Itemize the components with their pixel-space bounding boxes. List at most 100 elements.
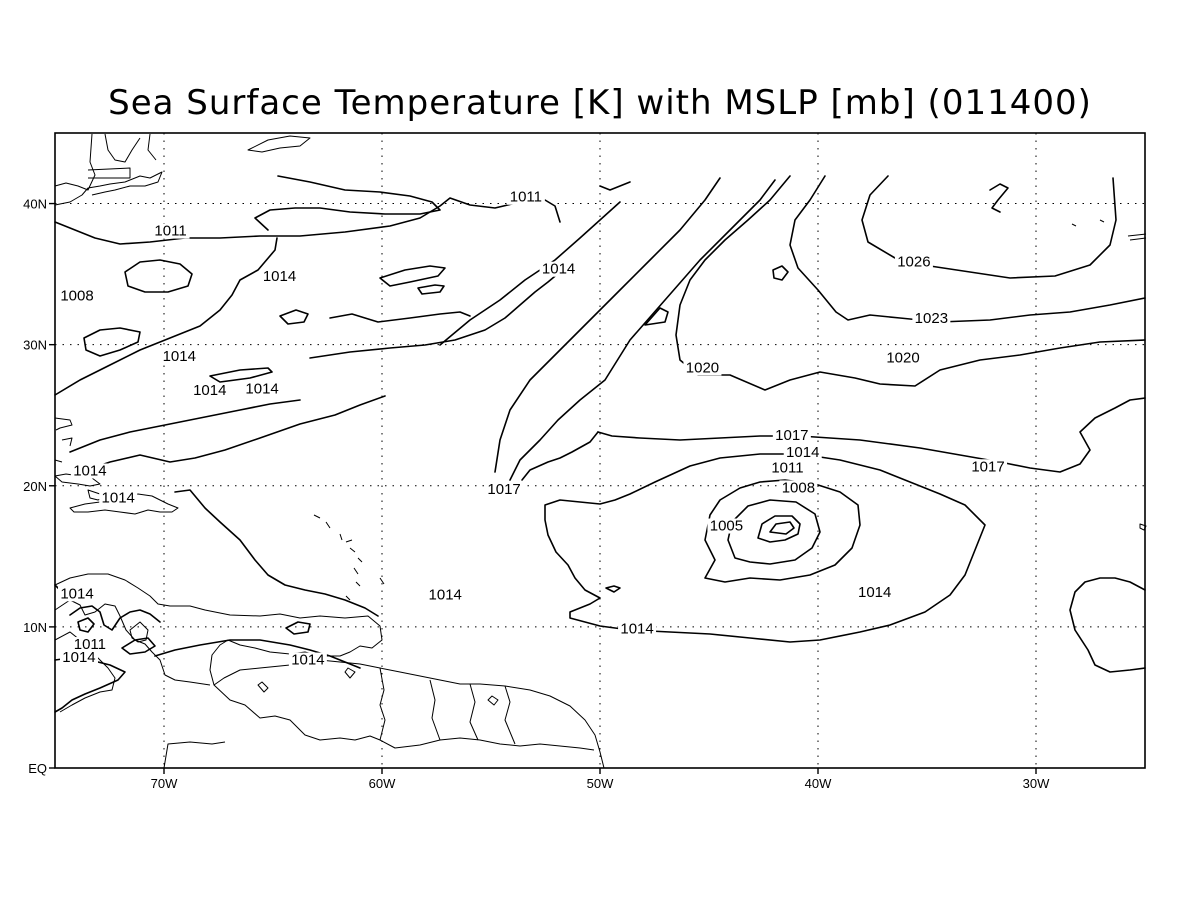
map-title: Sea Surface Temperature [K] with MSLP [m… [108, 83, 1092, 123]
contour-label-bg [243, 381, 282, 397]
y-tick-label: 10N [23, 620, 47, 635]
contour-label-text: 1014 [245, 381, 278, 398]
x-tick-label: 40W [805, 776, 832, 791]
contour-label: 1014 [160, 348, 199, 365]
x-axis-ticks: 70W 60W 50W 40W 30W [151, 768, 1050, 791]
contour-label: 1017 [485, 481, 524, 498]
contour-label-bg [288, 652, 327, 668]
contour-label-text: 1014 [73, 462, 106, 479]
contour-label: 1014 [58, 585, 96, 602]
contour-label-bg [59, 649, 98, 665]
contour-label-bg [683, 360, 722, 376]
contour-label: 1011 [151, 223, 190, 240]
contour-label-bg [70, 463, 109, 479]
contour-label-text: 1008 [60, 288, 93, 305]
x-tick-label: 70W [151, 776, 178, 791]
contour-label-bg [772, 428, 811, 444]
contour-label-text: 1014 [291, 652, 324, 669]
contour-label: 1014 [618, 621, 657, 638]
y-tick-label: 30N [23, 338, 47, 353]
contour-label: 1014 [426, 587, 465, 604]
contour-label-text: 1020 [886, 350, 919, 367]
plot-area: 1011 1011 1008 1014 1014 1026 1023 1014 1020 1020… [54, 132, 1147, 769]
contour-label: 1005 [707, 518, 746, 535]
contour-label-text: 1014 [429, 587, 462, 604]
contour-label-bg [426, 587, 465, 603]
contour-label: 1014 [190, 382, 229, 399]
contour-label-bg [190, 383, 229, 399]
map-frame [54, 132, 1146, 769]
contour-label-text: 1011 [771, 460, 803, 477]
contour-label-bg [912, 311, 951, 327]
contour-label-bg [506, 189, 545, 205]
y-tick-label: EQ [28, 761, 47, 776]
contour-label-bg [99, 490, 138, 506]
contour-label-text: 1014 [102, 489, 135, 506]
contour-label: 1014 [59, 649, 98, 666]
contour-label: 1017 [969, 458, 1008, 475]
contour-label-bg [70, 637, 109, 653]
contour-label: 1014 [243, 381, 282, 398]
contour-label-text: 1014 [62, 649, 95, 666]
contour-label-bg [884, 350, 923, 366]
mslp-contours [54, 175, 1146, 713]
contour-labels: 1011 1011 1008 1014 1014 1026 1023 1014 1020 1020… [58, 189, 1008, 669]
contour-label-text: 1017 [487, 481, 520, 498]
contour-label-bg [151, 223, 190, 239]
contour-label-text: 1014 [193, 382, 226, 399]
contour-label-bg [58, 586, 96, 602]
contour-label-text: 1014 [60, 585, 93, 602]
contour-label: 1014 [70, 462, 109, 479]
contour-label-text: 1014 [263, 268, 296, 285]
contour-label-text: 1014 [542, 261, 575, 278]
contour-label-bg [58, 288, 96, 304]
contour-label-text: 1011 [154, 223, 186, 240]
x-tick-label: 50W [587, 776, 614, 791]
contour-label-bg [618, 621, 657, 637]
contour-label-text: 1014 [620, 621, 653, 638]
contour-label-text: 1014 [858, 584, 891, 601]
contour-label-text: 1014 [163, 348, 196, 365]
contour-label-bg [768, 460, 807, 476]
contour-label-text: 1023 [915, 310, 948, 327]
contour-label-bg [894, 254, 933, 270]
contour-label-text: 1011 [74, 636, 106, 653]
contour-label: 1014 [288, 652, 327, 669]
contour-label-text: 1014 [786, 444, 819, 461]
contour-label-bg [485, 481, 524, 497]
contour-label: 1017 [772, 427, 811, 444]
contour-label-bg [539, 261, 578, 277]
contour-label-text: 1008 [782, 479, 815, 496]
contour-label-text: 1005 [710, 518, 743, 535]
y-tick-label: 20N [23, 479, 47, 494]
contour-label-text: 1026 [897, 254, 930, 271]
contour-label: 1011 [506, 189, 545, 206]
contour-label: 1008 [58, 288, 96, 305]
contour-label: 1014 [99, 489, 138, 506]
contour-label: 1026 [894, 254, 933, 271]
y-tick-label: 40N [23, 197, 47, 212]
contour-label: 1011 [768, 460, 807, 477]
contour-label: 1020 [884, 350, 923, 367]
contour-label: 1011 [70, 636, 109, 653]
contour-label-text: 1017 [775, 427, 808, 444]
contour-label-bg [260, 268, 299, 284]
contour-label-bg [855, 584, 894, 600]
contour-label: 1020 [683, 359, 722, 376]
contour-label: 1014 [539, 261, 578, 278]
contour-label-bg [779, 480, 818, 496]
contour-label: 1014 [855, 584, 894, 601]
contour-label: 1014 [260, 268, 299, 285]
contour-label: 1014 [783, 444, 822, 461]
contour-label-text: 1017 [971, 458, 1004, 475]
x-tick-label: 60W [369, 776, 396, 791]
contour-label: 1023 [912, 310, 951, 327]
contour-label-bg [160, 349, 199, 365]
contour-label-text: 1020 [686, 359, 719, 376]
contour-label-bg [707, 518, 746, 534]
graticule [55, 133, 1145, 768]
x-tick-label: 30W [1023, 776, 1050, 791]
contour-label-bg [969, 459, 1008, 475]
contour-label-text: 1011 [510, 189, 542, 206]
